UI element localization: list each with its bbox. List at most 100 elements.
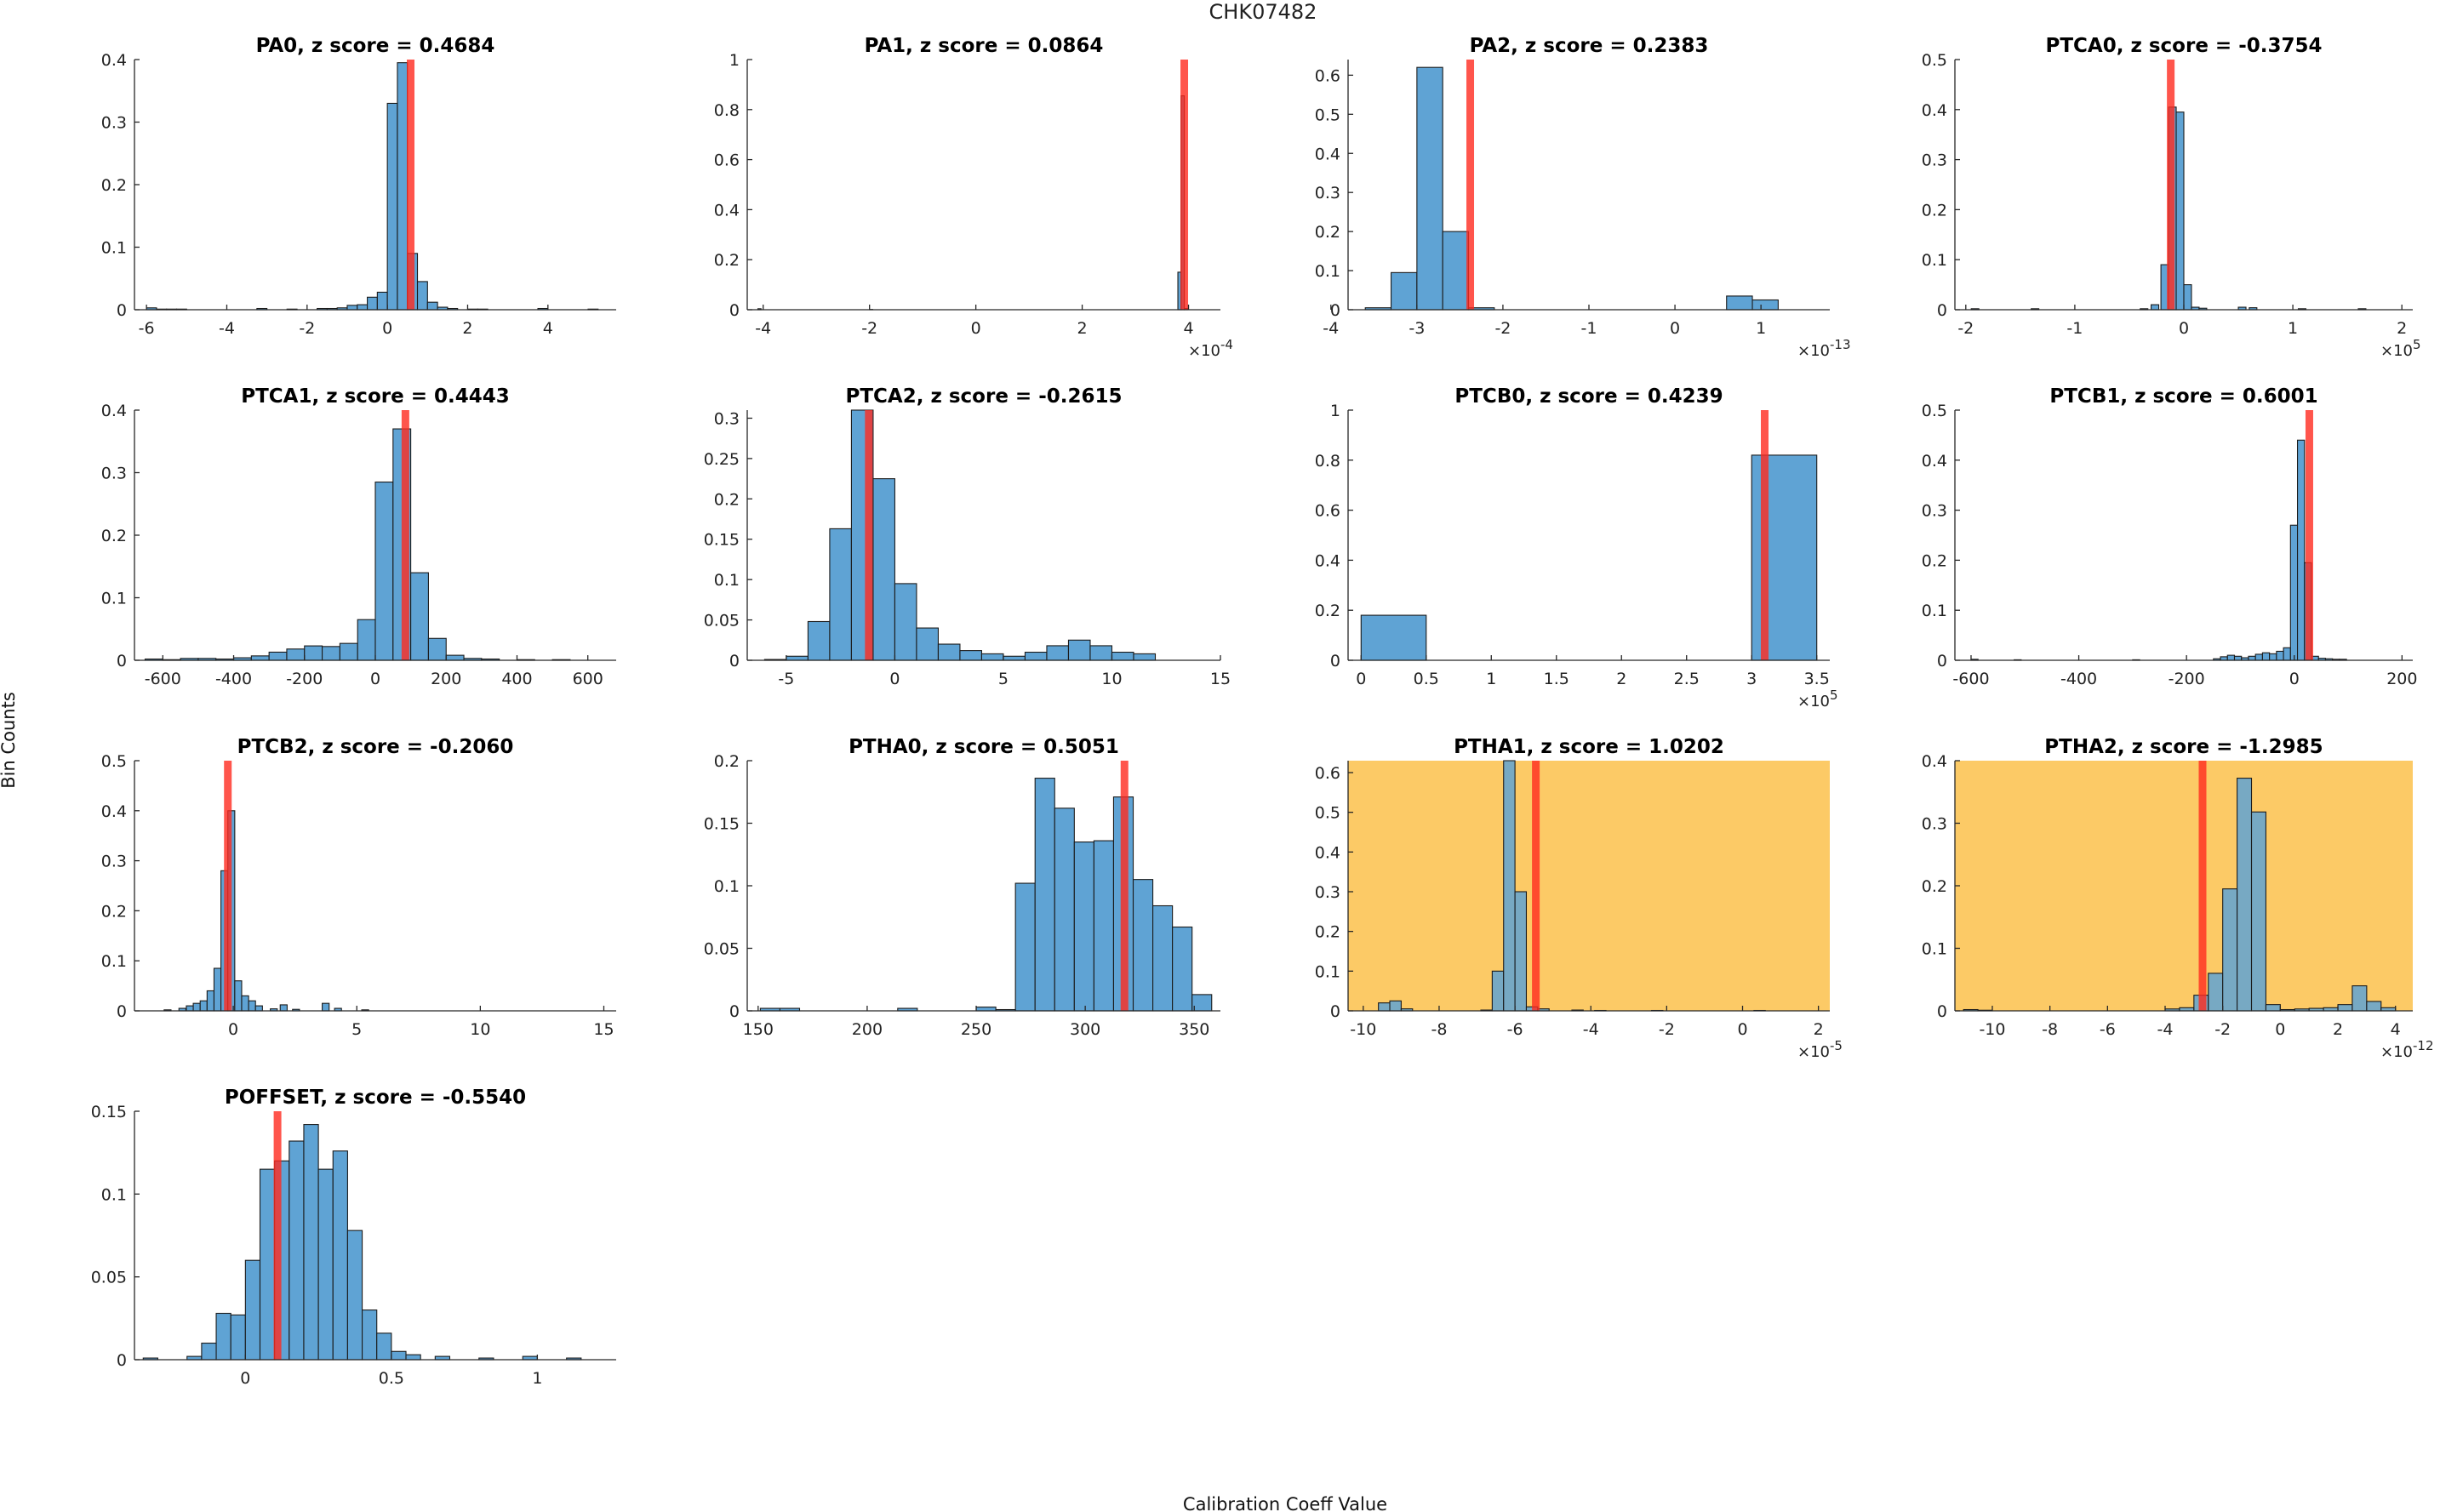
histogram-bar (1094, 841, 1113, 1011)
subplot-title: PTHA0, z score = 0.5051 (849, 736, 1119, 758)
histogram-bar (1134, 653, 1156, 660)
value-marker-line (402, 410, 409, 660)
histogram-bar (830, 528, 852, 660)
figure: CHK07482 Calibration Coeff Value Bin Cou… (0, 0, 2440, 1512)
x-tick-label: 2.5 (1674, 670, 1700, 688)
y-tick-label: 0.15 (704, 531, 740, 550)
y-tick-label: 0.3 (1922, 815, 1947, 834)
x-tick-label: 4 (543, 319, 553, 338)
histogram-bar (249, 1001, 255, 1011)
y-tick-label: 0.6 (1315, 66, 1340, 85)
histogram-bar (1443, 231, 1468, 310)
histogram-bar (1153, 906, 1173, 1011)
value-marker-line (1532, 761, 1540, 1011)
x-tick-label: -10 (1979, 1020, 2005, 1039)
histogram-bar (1068, 640, 1090, 660)
histogram-bar (323, 647, 340, 660)
y-tick-label: 0.4 (101, 402, 127, 420)
y-tick-label: 0.05 (704, 940, 740, 959)
histogram-bar (406, 1355, 420, 1360)
histogram-bar (1047, 646, 1069, 660)
histogram-bar (235, 981, 242, 1011)
subplot-title: PTCB2, z score = -0.2060 (237, 736, 514, 758)
x-tick-label: 0 (889, 670, 900, 688)
x-tick-label: 2 (462, 319, 472, 338)
y-tick-label: 0.1 (1922, 602, 1947, 620)
histogram-bar (1035, 779, 1054, 1011)
y-tick-label: 0.2 (1315, 923, 1340, 942)
x-tick-label: 0 (1356, 670, 1366, 688)
histogram-bar (363, 1310, 377, 1360)
axis-exponent-power: 5 (1830, 688, 1838, 703)
histogram-bar (231, 1315, 245, 1360)
y-tick-label: 0 (729, 1002, 740, 1021)
histogram-bar (2352, 986, 2367, 1011)
y-tick-label: 0.5 (1315, 804, 1340, 823)
y-tick-label: 0.3 (1922, 151, 1947, 170)
y-tick-label: 0.3 (1315, 883, 1340, 902)
x-tick-label: -1 (2066, 319, 2083, 338)
histogram-bar (318, 1169, 333, 1360)
x-tick-label: -600 (1952, 670, 1989, 688)
histogram-bar (1492, 971, 1503, 1011)
histogram-bar (2234, 656, 2241, 660)
histogram-bar (1391, 272, 1417, 310)
y-tick-label: 0.2 (101, 902, 127, 921)
histogram-bar (304, 1125, 318, 1360)
histogram-bar (333, 1151, 347, 1360)
x-tick-label: 10 (470, 1020, 490, 1039)
y-tick-label: 0.4 (1922, 452, 1947, 471)
x-tick-label: 0 (1670, 319, 1680, 338)
subplot-title: PTCA0, z score = -0.3754 (2045, 35, 2322, 57)
y-tick-label: 0 (1330, 1002, 1340, 1021)
histogram-bar (1515, 892, 1526, 1011)
x-tick-label: -4 (755, 319, 771, 338)
y-tick-label: 0.1 (714, 877, 740, 896)
y-tick-label: 0 (117, 301, 127, 320)
x-tick-label: 10 (1101, 670, 1122, 688)
y-tick-label: 0.5 (1315, 106, 1340, 124)
x-tick-label: 1 (1756, 319, 1766, 338)
y-tick-label: 0.3 (101, 853, 127, 871)
histogram-bar (2338, 1005, 2352, 1011)
x-tick-label: 2 (1814, 1020, 1824, 1039)
x-tick-label: -400 (2060, 670, 2097, 688)
y-tick-label: 0 (117, 652, 127, 670)
y-tick-label: 0 (729, 301, 740, 320)
subplot-title: PTHA2, z score = -1.2985 (2044, 736, 2323, 758)
value-marker-line (2167, 60, 2174, 310)
histogram-bar (207, 990, 214, 1011)
value-marker-line (2198, 761, 2206, 1011)
y-tick-label: 0.4 (1922, 752, 1947, 771)
histogram-bar (2270, 653, 2277, 660)
histogram-bar (340, 643, 357, 660)
x-tick-label: 1 (2288, 319, 2298, 338)
histogram-bar (1090, 646, 1112, 660)
histogram-bar (397, 63, 408, 310)
x-tick-label: 0 (2275, 1020, 2285, 1039)
histogram-bar (377, 292, 387, 310)
histogram-bar (387, 103, 397, 310)
histogram-bar (2252, 812, 2266, 1011)
histogram-bar (1752, 300, 1778, 310)
histogram-bar (2298, 440, 2305, 660)
y-tick-label: 0.1 (714, 571, 740, 590)
y-tick-label: 0.4 (1315, 551, 1340, 570)
x-tick-label: 15 (1210, 670, 1231, 688)
histogram-bar (1025, 653, 1047, 660)
histogram-bar (2283, 648, 2290, 660)
histogram-bar (357, 305, 368, 310)
histogram-bar (251, 656, 269, 660)
histogram-bar (894, 584, 917, 660)
y-tick-label: 0.1 (101, 952, 127, 971)
x-tick-label: 200 (431, 670, 461, 688)
y-tick-label: 0.05 (91, 1269, 127, 1287)
figure-ylabel: Bin Counts (0, 692, 19, 789)
histogram-bar (427, 302, 437, 310)
histogram-bar (981, 653, 1003, 660)
y-tick-label: 0.2 (1922, 551, 1947, 570)
x-tick-label: 4 (1183, 319, 1193, 338)
histogram-bar (1074, 842, 1094, 1011)
histogram-bar (2367, 1001, 2381, 1011)
histogram-bar (1192, 995, 1212, 1011)
